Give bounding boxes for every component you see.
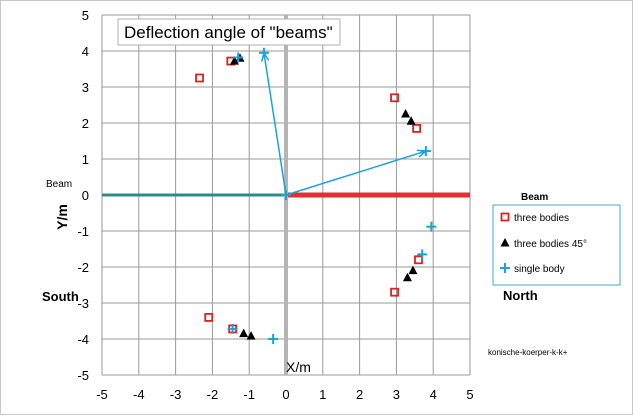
point-square-4 bbox=[414, 255, 423, 265]
y-tick-label: -4 bbox=[77, 332, 89, 347]
point-square-2 bbox=[390, 93, 399, 103]
x-tick-label: 2 bbox=[356, 387, 363, 402]
arrow-line-1 bbox=[285, 150, 427, 196]
arrow-layer bbox=[261, 50, 428, 196]
point-triangle-2 bbox=[401, 109, 411, 118]
x-tick-label: -4 bbox=[133, 387, 145, 402]
x-tick-label: -1 bbox=[243, 387, 255, 402]
point-triangle-0 bbox=[229, 56, 239, 65]
chart-title: Deflection angle of "beams" bbox=[124, 23, 333, 42]
x-tick-label: -2 bbox=[207, 387, 219, 402]
x-tick-label: 1 bbox=[319, 387, 326, 402]
y-tick-label: 4 bbox=[82, 44, 89, 59]
point-square-0 bbox=[195, 73, 204, 83]
y-tick-label: 2 bbox=[82, 116, 89, 131]
point-triangle-5 bbox=[402, 272, 412, 282]
y-axis-label: Y/m bbox=[54, 204, 70, 230]
x-tick-label: 4 bbox=[430, 387, 437, 402]
y-tick-label: -1 bbox=[77, 224, 89, 239]
x-tick-label: 3 bbox=[393, 387, 400, 402]
point-plus-6 bbox=[227, 323, 238, 334]
legend-marker-1 bbox=[500, 238, 510, 247]
y-tick-label: 0 bbox=[82, 188, 89, 203]
legend-title: Beam bbox=[521, 192, 548, 203]
beam-left-label: Beam bbox=[46, 179, 72, 190]
point-square-5 bbox=[390, 287, 399, 297]
legend-items: three bodies three bodies 45° single body bbox=[500, 212, 587, 275]
point-plus-1 bbox=[258, 47, 269, 58]
point-square-6 bbox=[204, 312, 214, 322]
chart-title-box bbox=[117, 18, 341, 46]
legend-label-2: single body bbox=[514, 264, 565, 275]
legend-marker-0 bbox=[500, 212, 510, 222]
legend-label-0: three bodies bbox=[514, 213, 569, 224]
x-tick-label: 0 bbox=[282, 387, 289, 402]
point-plus-0 bbox=[233, 52, 244, 63]
y-tick-label: 5 bbox=[82, 8, 89, 23]
legend-label-1: three bodies 45° bbox=[514, 239, 587, 250]
y-tick-label: 1 bbox=[82, 152, 89, 167]
point-plus-4 bbox=[417, 249, 428, 260]
south-label: South bbox=[42, 289, 79, 304]
point-triangle-6 bbox=[239, 328, 249, 338]
point-square-3 bbox=[412, 124, 422, 133]
y-tick-label: -2 bbox=[77, 260, 89, 275]
north-label: North bbox=[503, 288, 538, 303]
tick-layer: -5 -4 -3 -2 -1 0 1 2 3 4 5 -5 -4 -3 -2 -1 0 1 2 3 4 5 bbox=[77, 8, 473, 402]
point-triangle-7 bbox=[246, 331, 256, 340]
arrow-line-0 bbox=[263, 52, 287, 196]
point-plus-3 bbox=[426, 221, 437, 232]
point-plus-7 bbox=[281, 190, 291, 200]
y-tick-label: -3 bbox=[77, 296, 89, 311]
legend-marker-2 bbox=[500, 263, 510, 273]
x-tick-label: -3 bbox=[170, 387, 182, 402]
source-label: konische-koerper-k-k+ bbox=[488, 348, 568, 357]
y-tick-label: -5 bbox=[77, 368, 89, 383]
point-triangle-4 bbox=[408, 265, 418, 275]
point-triangle-3 bbox=[406, 116, 416, 125]
legend: three bodies three bodies 45° single body bbox=[492, 204, 621, 286]
point-layer bbox=[195, 47, 437, 344]
y-tick-label: 3 bbox=[82, 80, 89, 95]
x-axis-label: X/m bbox=[286, 359, 311, 375]
point-plus-5 bbox=[268, 334, 279, 344]
legend-box bbox=[492, 204, 621, 286]
x-tick-label: -5 bbox=[96, 387, 108, 402]
point-plus-2 bbox=[420, 146, 431, 157]
x-tick-label: 5 bbox=[466, 387, 473, 402]
